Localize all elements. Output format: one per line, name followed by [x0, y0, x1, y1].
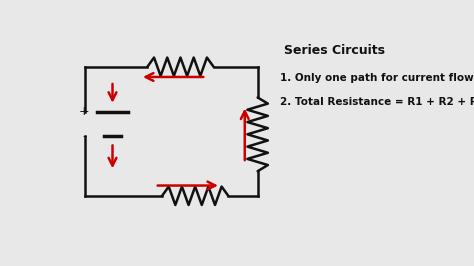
Text: -: - — [82, 130, 86, 143]
Text: Series Circuits: Series Circuits — [284, 44, 385, 57]
Text: 2. Total Resistance = R1 + R2 + R3 +...Rn: 2. Total Resistance = R1 + R2 + R3 +...R… — [280, 97, 474, 107]
Text: 1. Only one path for current flow: 1. Only one path for current flow — [280, 73, 474, 83]
Text: +: + — [79, 105, 90, 118]
